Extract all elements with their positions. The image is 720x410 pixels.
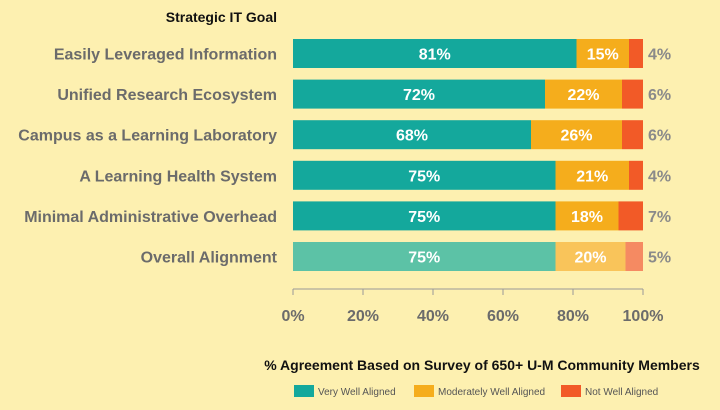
- data-label: 75%: [408, 168, 440, 185]
- data-label: 81%: [419, 47, 451, 64]
- data-label: 22%: [567, 87, 599, 104]
- x-tick-label: 60%: [487, 308, 519, 325]
- x-tick-label: 100%: [623, 308, 664, 325]
- bar-segment: [555, 242, 626, 271]
- bar-segment: [555, 201, 619, 231]
- column-header: Strategic IT Goal: [166, 9, 277, 25]
- bar-segment: [531, 120, 622, 150]
- data-label: 26%: [560, 128, 592, 145]
- bar-segment: [293, 242, 556, 271]
- data-label: 5%: [648, 250, 671, 267]
- data-label: 4%: [648, 168, 671, 185]
- data-label: 18%: [571, 209, 603, 226]
- x-tick-label: 20%: [347, 308, 379, 325]
- legend-swatch: [414, 385, 434, 397]
- bar-segment: [293, 39, 577, 68]
- x-axis-title: % Agreement Based on Survey of 650+ U-M …: [264, 357, 700, 373]
- bar-segment: [545, 79, 622, 109]
- bar-segment: [622, 79, 643, 109]
- x-axis: 0% 20% 40% 60% 80% 100%: [281, 288, 664, 325]
- legend-label: Moderately Well Aligned: [438, 387, 545, 398]
- data-label: 6%: [648, 87, 671, 104]
- legend-swatch: [561, 385, 581, 397]
- bar-segment: [629, 160, 643, 190]
- data-label: 20%: [574, 250, 606, 267]
- bar-segment: [293, 201, 556, 231]
- x-tick-label: 40%: [417, 308, 449, 325]
- data-label: 75%: [408, 209, 440, 226]
- bar-segment: [293, 120, 531, 150]
- data-label: 4%: [648, 47, 671, 64]
- data-label: 21%: [576, 168, 608, 185]
- legend-swatch: [294, 385, 314, 397]
- category-label: Overall Alignment: [141, 250, 278, 267]
- data-label: 15%: [587, 47, 619, 64]
- legend-label: Not Well Aligned: [585, 387, 658, 398]
- category-label: Minimal Administrative Overhead: [24, 209, 277, 226]
- legend-label: Very Well Aligned: [318, 387, 396, 398]
- bar-segment: [629, 39, 643, 68]
- bar-segment: [293, 79, 545, 109]
- data-label: 7%: [648, 209, 671, 226]
- category-label: Unified Research Ecosystem: [57, 87, 277, 104]
- data-label: 6%: [648, 128, 671, 145]
- bar-segment: [576, 39, 629, 68]
- bar-segment: [293, 160, 556, 190]
- bar-segment: [622, 120, 643, 150]
- data-label: 72%: [403, 87, 435, 104]
- bars-group: Easily Leveraged Information 81% 15% 4% Unif…: [18, 39, 671, 271]
- bar-segment: [555, 160, 629, 190]
- data-label: 68%: [396, 128, 428, 145]
- legend: Very Well Aligned Moderately Well Aligned…: [294, 385, 658, 398]
- bar-segment: [618, 201, 643, 231]
- category-label: Campus as a Learning Laboratory: [18, 128, 277, 145]
- bar-segment: [625, 242, 643, 271]
- category-label: A Learning Health System: [79, 168, 277, 185]
- data-label: 75%: [408, 250, 440, 267]
- x-tick-label: 0%: [281, 308, 304, 325]
- category-label: Easily Leveraged Information: [54, 47, 277, 64]
- x-tick-label: 80%: [557, 308, 589, 325]
